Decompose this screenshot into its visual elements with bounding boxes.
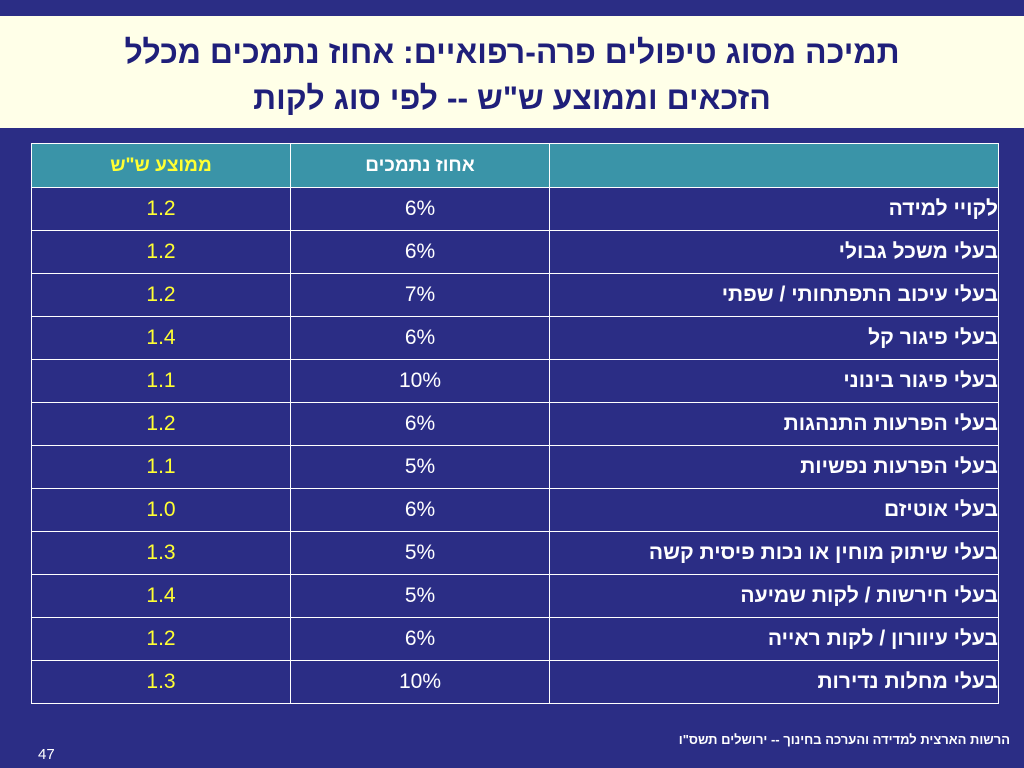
row-average: 1.0 — [31, 488, 291, 532]
header-percent: אחוז נתמכים — [290, 143, 550, 188]
table-row: לקויי למידה 6% 1.2 — [31, 187, 999, 231]
table-row: בעלי משכל גבולי 6% 1.2 — [31, 230, 999, 274]
row-label: בעלי מחלות נדירות — [549, 660, 999, 704]
table-row: בעלי אוטיזם 6% 1.0 — [31, 488, 999, 532]
row-label: לקויי למידה — [549, 187, 999, 231]
row-percent: 7% — [290, 273, 550, 317]
row-percent: 6% — [290, 187, 550, 231]
table-row: בעלי הפרעות התנהגות 6% 1.2 — [31, 402, 999, 446]
table-row: בעלי פיגור קל 6% 1.4 — [31, 316, 999, 360]
table-row: בעלי הפרעות נפשיות 5% 1.1 — [31, 445, 999, 489]
row-average: 1.4 — [31, 574, 291, 618]
row-label: בעלי פיגור בינוני — [549, 359, 999, 403]
row-percent: 5% — [290, 531, 550, 575]
row-label: בעלי עיוורון / לקות ראייה — [549, 617, 999, 661]
row-average: 1.3 — [31, 531, 291, 575]
row-average: 1.3 — [31, 660, 291, 704]
row-label: בעלי חירשות / לקות שמיעה — [549, 574, 999, 618]
table-header-row: אחוז נתמכים ממוצע ש"ש — [31, 143, 999, 188]
table-row: בעלי מחלות נדירות 10% 1.3 — [31, 660, 999, 704]
row-average: 1.2 — [31, 402, 291, 446]
slide-number: 47 — [38, 746, 55, 763]
table-row: בעלי חירשות / לקות שמיעה 5% 1.4 — [31, 574, 999, 618]
table-row: בעלי עיוורון / לקות ראייה 6% 1.2 — [31, 617, 999, 661]
data-table: אחוז נתמכים ממוצע ש"ש לקויי למידה 6% 1.2… — [31, 143, 999, 704]
row-average: 1.1 — [31, 359, 291, 403]
row-label: בעלי שיתוק מוחין או נכות פיסית קשה — [549, 531, 999, 575]
row-label: בעלי משכל גבולי — [549, 230, 999, 274]
row-average: 1.2 — [31, 230, 291, 274]
row-average: 1.2 — [31, 187, 291, 231]
row-average: 1.4 — [31, 316, 291, 360]
row-percent: 5% — [290, 445, 550, 489]
page-title-line-2: הזכאים וממוצע ש"ש -- לפי סוג לקות — [253, 80, 771, 116]
row-label: בעלי הפרעות התנהגות — [549, 402, 999, 446]
row-label: בעלי פיגור קל — [549, 316, 999, 360]
header-label — [549, 143, 999, 188]
row-percent: 6% — [290, 617, 550, 661]
row-percent: 5% — [290, 574, 550, 618]
row-label: בעלי אוטיזם — [549, 488, 999, 532]
table-row: בעלי עיכוב התפתחותי / שפתי 7% 1.2 — [31, 273, 999, 317]
row-percent: 6% — [290, 230, 550, 274]
row-label: בעלי הפרעות נפשיות — [549, 445, 999, 489]
title-box: תמיכה מסוג טיפולים פרה-רפואיים: אחוז נתמ… — [0, 16, 1024, 128]
row-percent: 6% — [290, 402, 550, 446]
page-title-line-1: תמיכה מסוג טיפולים פרה-רפואיים: אחוז נתמ… — [124, 34, 900, 70]
row-percent: 10% — [290, 359, 550, 403]
table-row: בעלי שיתוק מוחין או נכות פיסית קשה 5% 1.… — [31, 531, 999, 575]
row-percent: 10% — [290, 660, 550, 704]
row-average: 1.2 — [31, 273, 291, 317]
footer-credit: הרשות הארצית למדידה והערכה בחינוך -- ירו… — [678, 732, 1010, 747]
row-percent: 6% — [290, 316, 550, 360]
row-percent: 6% — [290, 488, 550, 532]
header-average: ממוצע ש"ש — [31, 143, 291, 188]
row-average: 1.2 — [31, 617, 291, 661]
table-row: בעלי פיגור בינוני 10% 1.1 — [31, 359, 999, 403]
row-label: בעלי עיכוב התפתחותי / שפתי — [549, 273, 999, 317]
row-average: 1.1 — [31, 445, 291, 489]
